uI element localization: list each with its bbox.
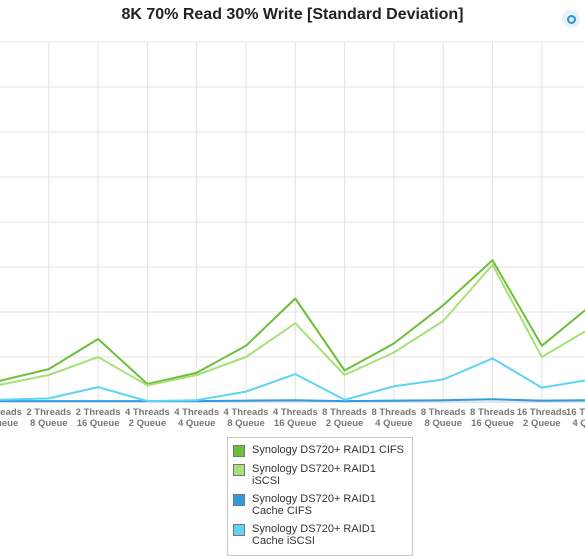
x-axis-tick-label: 8 Threads 4 Queue bbox=[371, 407, 416, 429]
legend-swatch bbox=[233, 445, 245, 457]
x-axis-tick-label: 8 Threads 16 Queue bbox=[470, 407, 515, 429]
x-axis-tick-label: 4 Threads 8 Queue bbox=[224, 407, 269, 429]
series-line[interactable] bbox=[0, 259, 585, 385]
legend-swatch bbox=[233, 464, 245, 476]
legend-swatch bbox=[233, 524, 245, 536]
x-axis-tick-label: 2 Threads 8 Queue bbox=[26, 407, 71, 429]
x-axis-tick-label: 4 Threads 16 Queue bbox=[273, 407, 318, 429]
legend-label: Synology DS720+ RAID1 CIFS bbox=[252, 444, 404, 456]
x-axis-tick-label: 4 Threads 2 Queue bbox=[125, 407, 170, 429]
legend-item[interactable]: Synology DS720+ RAID1 Cache iSCSI bbox=[233, 523, 406, 547]
legend-item[interactable]: Synology DS720+ RAID1 CIFS bbox=[233, 444, 406, 457]
legend-item[interactable]: Synology DS720+ RAID1 iSCSI bbox=[233, 463, 406, 487]
x-axis-tick-label: 16 Threads 2 Queue bbox=[517, 407, 567, 429]
x-axis-tick-label: 2 Threads 16 Queue bbox=[76, 407, 121, 429]
x-axis-tick-label: 8 Threads 8 Queue bbox=[421, 407, 466, 429]
legend-swatch bbox=[233, 494, 245, 506]
legend: Synology DS720+ RAID1 CIFS Synology DS720… bbox=[227, 437, 413, 556]
chart-title: 8K 70% Read 30% Write [Standard Deviatio… bbox=[121, 6, 464, 23]
legend-label: Synology DS720+ RAID1 Cache CIFS bbox=[252, 493, 376, 517]
chart-menu-button[interactable] bbox=[562, 10, 580, 28]
series-lines bbox=[0, 259, 585, 403]
legend-label: Synology DS720+ RAID1 iSCSI bbox=[252, 463, 376, 487]
series-line[interactable] bbox=[0, 357, 585, 403]
series-line[interactable] bbox=[0, 263, 585, 387]
gridlines bbox=[0, 41, 585, 403]
x-axis-tick-label: 4 Threads 4 Queue bbox=[174, 407, 219, 429]
series-line[interactable] bbox=[0, 398, 585, 403]
legend-label: Synology DS720+ RAID1 Cache iSCSI bbox=[252, 523, 376, 547]
x-axis-tick-label: 8 Threads 2 Queue bbox=[322, 407, 367, 429]
legend-item[interactable]: Synology DS720+ RAID1 Cache CIFS bbox=[233, 493, 406, 517]
